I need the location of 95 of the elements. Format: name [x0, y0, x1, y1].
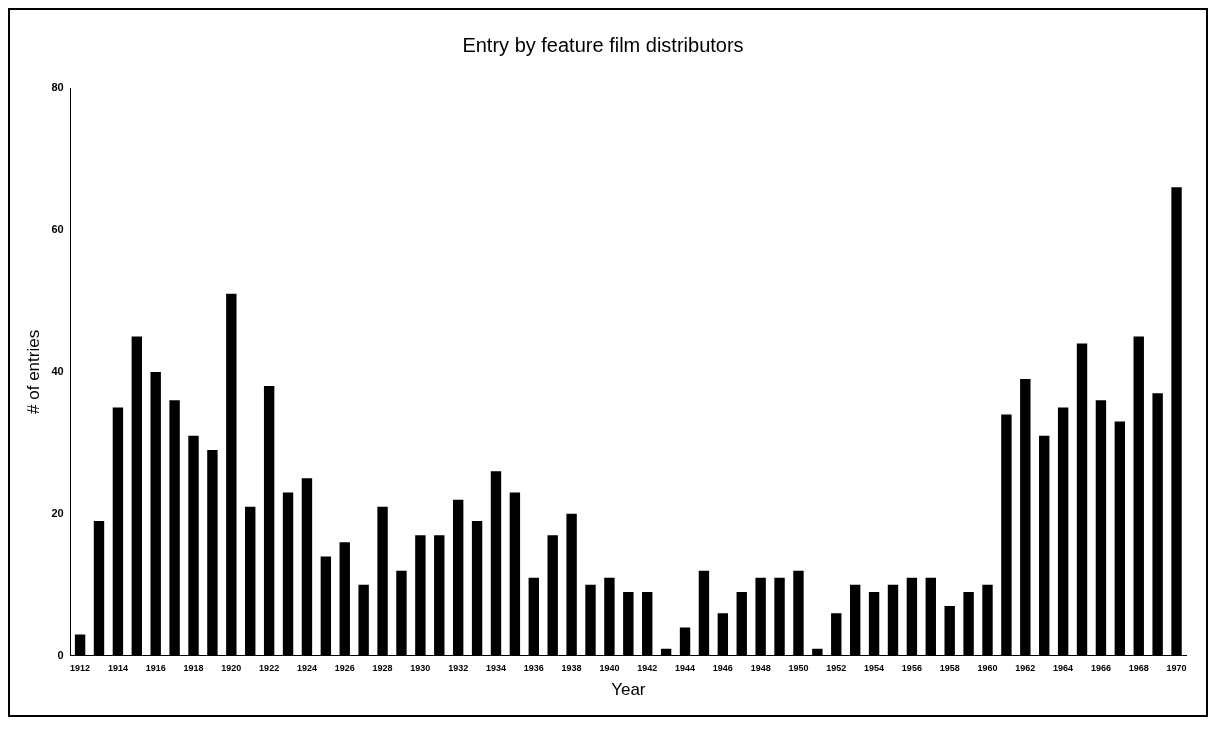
- bar: [944, 606, 955, 656]
- bar: [188, 435, 199, 656]
- x-tick-label: 1916: [145, 662, 166, 673]
- bar: [925, 577, 936, 656]
- x-tick-label: 1928: [372, 662, 393, 673]
- bar: [490, 471, 502, 656]
- bar: [339, 542, 350, 656]
- bar: [150, 371, 161, 656]
- x-tick-label: 1942: [637, 662, 658, 673]
- bar: [736, 591, 747, 656]
- y-axis-title: # of entries: [23, 329, 43, 414]
- bar: [1057, 407, 1069, 656]
- bar: [774, 577, 785, 656]
- x-tick-label: 1968: [1128, 662, 1149, 673]
- bar: [1001, 414, 1012, 656]
- x-tick-label: 1948: [750, 662, 771, 673]
- bar: [887, 584, 899, 656]
- bar: [717, 613, 729, 656]
- bar: [1020, 379, 1031, 656]
- bar: [112, 407, 124, 656]
- bar: [434, 535, 445, 656]
- x-tick-label: 1946: [712, 662, 733, 673]
- x-tick-label: 1954: [864, 662, 885, 673]
- x-tick-label: 1960: [977, 662, 998, 673]
- bar: [282, 492, 294, 656]
- x-tick-label: 1936: [523, 662, 544, 673]
- bar: [1133, 336, 1144, 656]
- y-tick-label: 80: [51, 81, 64, 94]
- x-tick-label: 1930: [410, 662, 431, 673]
- bar: [698, 570, 710, 656]
- bar: [226, 293, 237, 656]
- x-tick-label: 1924: [296, 662, 317, 673]
- bar: [263, 386, 275, 656]
- bar: [301, 478, 313, 656]
- bar: [623, 591, 634, 656]
- bar: [93, 520, 105, 656]
- bar: [169, 400, 180, 656]
- bar: [642, 591, 653, 656]
- bar: [377, 506, 388, 656]
- bar: [358, 584, 369, 656]
- x-tick-label: 1944: [675, 662, 696, 673]
- bar: [963, 591, 974, 656]
- x-tick-label: 1922: [259, 662, 280, 673]
- bar: [793, 570, 804, 656]
- bar: [415, 535, 426, 656]
- bar: [452, 499, 464, 656]
- x-tick-label: 1918: [183, 662, 204, 673]
- bar: [755, 577, 766, 656]
- y-tick-label: 20: [51, 506, 64, 519]
- bar: [320, 556, 332, 656]
- bar: [982, 584, 993, 656]
- x-tick-label: 1952: [826, 662, 847, 673]
- bar: [1152, 393, 1163, 656]
- bar: [566, 513, 577, 656]
- bar: [1039, 435, 1050, 656]
- bar: [831, 613, 842, 656]
- bar: [471, 520, 483, 656]
- x-tick-label: 1958: [939, 662, 960, 673]
- x-axis-title: Year: [611, 680, 646, 700]
- x-tick-label: 1938: [561, 662, 582, 673]
- x-tick-label: 1970: [1166, 662, 1187, 673]
- bar: [849, 584, 861, 656]
- x-tick-label: 1926: [334, 662, 355, 673]
- bar: [509, 492, 521, 656]
- y-tick-label: 60: [51, 222, 64, 235]
- bar: [245, 506, 256, 656]
- y-tick-label: 0: [57, 648, 64, 661]
- y-tick-label: 40: [51, 364, 64, 377]
- chart-title: Entry by feature film distributors: [462, 33, 744, 56]
- x-tick-label: 1964: [1053, 662, 1074, 673]
- bar: [868, 591, 880, 656]
- x-tick-label: 1966: [1090, 662, 1111, 673]
- bar: [906, 577, 918, 656]
- x-tick-label: 1912: [70, 662, 91, 673]
- x-tick-label: 1920: [221, 662, 242, 673]
- x-tick-label: 1950: [788, 662, 809, 673]
- bar: [585, 584, 596, 656]
- bar: [1114, 421, 1126, 656]
- bar: [1171, 187, 1182, 656]
- x-tick-label: 1962: [1015, 662, 1036, 673]
- bar: [396, 570, 407, 656]
- x-tick-label: 1940: [599, 662, 620, 673]
- bar: [207, 449, 218, 656]
- bar: [74, 634, 86, 656]
- bar: [131, 336, 142, 656]
- x-tick-label: 1934: [485, 662, 506, 673]
- bar: [679, 627, 691, 656]
- x-tick-label: 1956: [901, 662, 922, 673]
- bar: [1076, 343, 1088, 656]
- bar: [547, 535, 558, 656]
- x-tick-label: 1914: [107, 662, 128, 673]
- x-tick-label: 1932: [448, 662, 469, 673]
- bar: [1095, 400, 1107, 656]
- bar: [604, 577, 615, 656]
- bar: [528, 577, 539, 656]
